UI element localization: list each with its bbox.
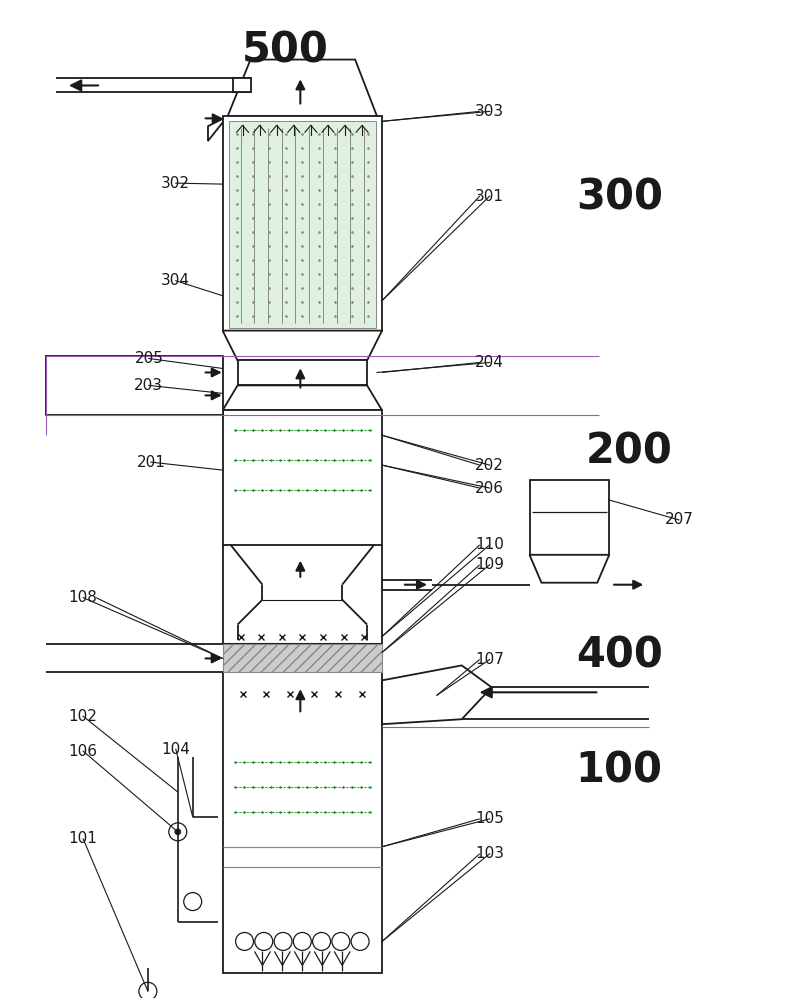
- Text: 108: 108: [68, 590, 98, 605]
- Text: 304: 304: [161, 273, 190, 288]
- Polygon shape: [223, 331, 382, 360]
- Text: 107: 107: [475, 652, 504, 667]
- Text: 110: 110: [475, 537, 504, 552]
- Text: 103: 103: [475, 846, 504, 861]
- Text: 201: 201: [136, 455, 165, 470]
- Bar: [530, 480, 609, 555]
- Text: 207: 207: [664, 512, 693, 527]
- Bar: [233, 78, 250, 92]
- Text: 104: 104: [161, 742, 190, 757]
- Text: 202: 202: [475, 458, 504, 473]
- Text: 204: 204: [475, 355, 504, 370]
- Polygon shape: [382, 665, 492, 724]
- Text: 400: 400: [576, 635, 663, 677]
- Polygon shape: [227, 60, 377, 116]
- Circle shape: [175, 829, 181, 835]
- Bar: [223, 644, 382, 672]
- Bar: [223, 116, 382, 331]
- Bar: [223, 410, 382, 545]
- Text: 106: 106: [68, 744, 98, 759]
- Text: 206: 206: [475, 481, 504, 496]
- Polygon shape: [238, 360, 367, 385]
- Bar: [46, 356, 223, 415]
- Text: 200: 200: [586, 430, 673, 472]
- Text: 203: 203: [135, 378, 164, 393]
- Text: 102: 102: [68, 709, 98, 724]
- Text: 109: 109: [475, 557, 504, 572]
- Polygon shape: [530, 555, 609, 583]
- Text: 101: 101: [68, 831, 98, 846]
- Text: 105: 105: [475, 811, 504, 826]
- Text: 100: 100: [576, 749, 663, 791]
- Text: 301: 301: [475, 189, 504, 204]
- Text: 303: 303: [475, 104, 504, 119]
- Bar: [228, 121, 376, 328]
- Polygon shape: [223, 385, 382, 410]
- Text: 205: 205: [135, 351, 164, 366]
- Text: 300: 300: [576, 176, 663, 218]
- Text: 302: 302: [161, 176, 190, 191]
- Text: 500: 500: [242, 30, 329, 72]
- Bar: [223, 672, 382, 973]
